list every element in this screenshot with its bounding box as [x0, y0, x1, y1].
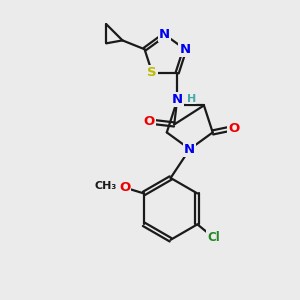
- Text: O: O: [144, 115, 155, 128]
- Text: N: N: [184, 142, 195, 156]
- Text: H: H: [187, 94, 196, 103]
- Text: N: N: [172, 93, 183, 106]
- Text: CH₃: CH₃: [94, 181, 117, 191]
- Text: O: O: [228, 122, 239, 134]
- Text: S: S: [147, 66, 157, 80]
- Text: O: O: [119, 181, 130, 194]
- Text: N: N: [179, 43, 191, 56]
- Text: N: N: [159, 28, 170, 41]
- Text: Cl: Cl: [207, 231, 220, 244]
